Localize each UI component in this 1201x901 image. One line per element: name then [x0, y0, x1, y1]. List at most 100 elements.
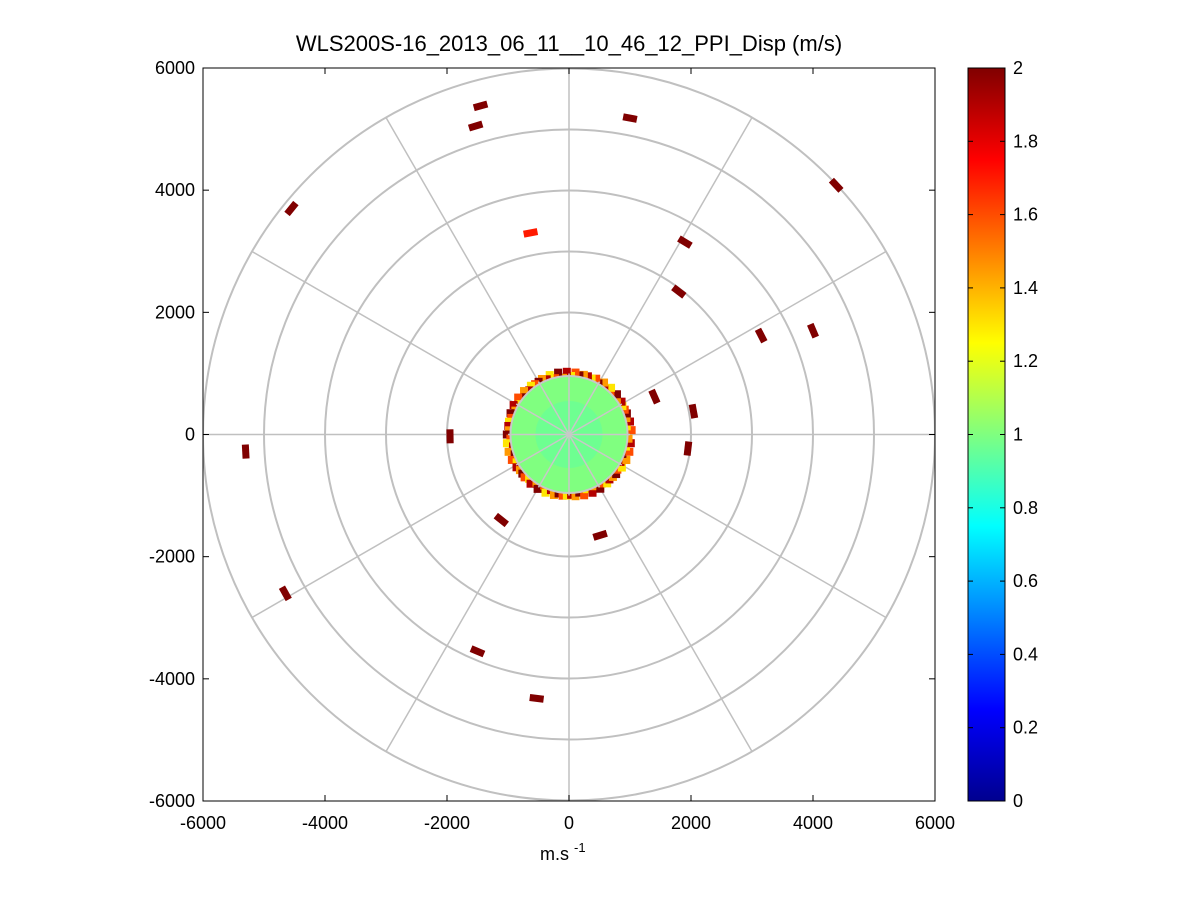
x-tick-label: 4000	[793, 813, 833, 833]
data-point	[467, 120, 484, 132]
y-tick-label: 6000	[155, 58, 195, 78]
blob-edge-cell	[507, 455, 516, 464]
data-point	[469, 645, 486, 658]
x-tick-label: 0	[564, 813, 574, 833]
data-point	[688, 403, 699, 419]
colorbar	[967, 67, 1006, 802]
data-point	[493, 512, 509, 528]
blob-edge-cell	[526, 381, 535, 390]
center-grid-overlay	[508, 373, 630, 496]
data-point	[592, 529, 608, 541]
data-point	[677, 235, 693, 249]
blob-edge-cell	[571, 368, 580, 377]
colorbar-tick-label: 1	[1013, 425, 1023, 445]
blob-edge-cell	[579, 370, 588, 379]
blob-edge-cell	[592, 374, 601, 383]
blob-edge-cell	[554, 368, 563, 377]
blob-edge-cell	[533, 484, 542, 493]
data-point	[446, 429, 454, 444]
data-point	[284, 200, 299, 217]
blob-edge-cell	[509, 401, 518, 410]
blob-edge-cell	[600, 378, 609, 387]
blob-edge-cell	[525, 474, 534, 483]
blob-edge-cell	[617, 463, 626, 472]
blob-edge-cell	[558, 491, 567, 500]
polar-spoke-overlay	[537, 381, 570, 435]
blob-edge-cell	[520, 387, 529, 396]
blob-edge-cell	[562, 491, 571, 500]
range-ring	[324, 189, 814, 680]
blob-edge-cell	[514, 393, 523, 402]
data-point	[671, 284, 687, 299]
data-point	[828, 177, 844, 193]
colorbar-tick-label: 1.6	[1013, 205, 1038, 225]
colorbar-tick-label: 2	[1013, 58, 1023, 78]
colorbar-tick-label: 0.4	[1013, 644, 1038, 664]
data-point	[622, 113, 638, 123]
polar-spoke-overlay	[515, 403, 570, 436]
x-tick-label: -4000	[302, 813, 348, 833]
blob-edge-cell	[617, 397, 626, 406]
range-ring	[385, 250, 753, 619]
x-axis-label-base: m.s	[540, 844, 569, 864]
x-axis-label-exponent: -1	[574, 840, 586, 855]
blob-edge-cell	[618, 402, 627, 411]
blob-edge-cell	[625, 447, 634, 456]
blob-edge-cell	[504, 447, 513, 456]
data-point	[278, 585, 292, 602]
polar-spoke-overlay	[537, 434, 570, 488]
chart-title: WLS200S-16_2013_06_11__10_46_12_PPI_Disp…	[296, 31, 842, 56]
blob-edge-cell	[624, 434, 633, 443]
x-tick-label: -6000	[180, 813, 226, 833]
blob-edge-cell	[520, 473, 529, 482]
blob-edge-cell	[607, 383, 616, 392]
blob-edge-cell	[613, 465, 622, 474]
blob-edge-cell	[504, 426, 513, 435]
blob-edge-cell	[580, 491, 589, 500]
blob-edge-cell	[612, 470, 621, 479]
colorbar-tick-label: 0.2	[1013, 718, 1038, 738]
x-axis: -6000 -4000 -2000 0 2000 4000 6000	[180, 68, 955, 833]
x-axis-label: m.s -1	[540, 840, 586, 864]
colorbar-tick-label: 0	[1013, 791, 1023, 811]
blob-edge-cell	[502, 439, 511, 448]
blob-edge-cell	[622, 414, 631, 423]
blob-edge-cell	[626, 439, 635, 448]
blob-edge-cell	[505, 417, 514, 426]
colorbar-tick-label: 0.8	[1013, 498, 1038, 518]
polar-spoke-overlay	[568, 403, 623, 436]
range-ring	[263, 128, 875, 741]
y-tick-label: -4000	[149, 669, 195, 689]
blob-edge-cell	[562, 367, 571, 376]
data-point	[241, 444, 250, 459]
data-point	[807, 322, 819, 339]
blob-edge-cell	[545, 371, 554, 380]
blob-edge-cell	[531, 380, 540, 389]
x-tick-label: 6000	[915, 813, 955, 833]
blob-edge-cell	[526, 479, 535, 488]
polar-spoke-overlay	[568, 381, 601, 435]
blob-edge-cell	[612, 390, 621, 399]
colorbar-ticks: 2 1.8 1.6 1.4 1.2 1 0.8 0.6 0.4 0.2 0	[968, 58, 1038, 811]
y-tick-label: 4000	[155, 180, 195, 200]
blob-edge-cell	[504, 421, 513, 430]
blob-edge-cell	[622, 456, 631, 465]
colorbar-tick-label: 1.8	[1013, 131, 1038, 151]
x-tick-label: -2000	[424, 813, 470, 833]
blob-edge-cell	[502, 430, 511, 439]
data-point	[472, 100, 489, 112]
data-point	[529, 694, 545, 703]
y-tick-label: 0	[185, 425, 195, 445]
polar-spoke-overlay	[568, 433, 623, 466]
y-axis: 6000 4000 2000 0 -2000 -4000 -6000	[149, 58, 935, 811]
data-point	[754, 327, 768, 344]
colorbar-tick-label: 1.2	[1013, 351, 1038, 371]
blob-edge-cell	[583, 372, 592, 381]
blob-edge-cell	[541, 488, 550, 497]
x-tick-label: 2000	[671, 813, 711, 833]
blob-edge-cell	[506, 409, 515, 418]
blob-edge-cell	[588, 488, 597, 497]
colorbar-tick-label: 0.6	[1013, 571, 1038, 591]
data-point	[648, 388, 661, 405]
